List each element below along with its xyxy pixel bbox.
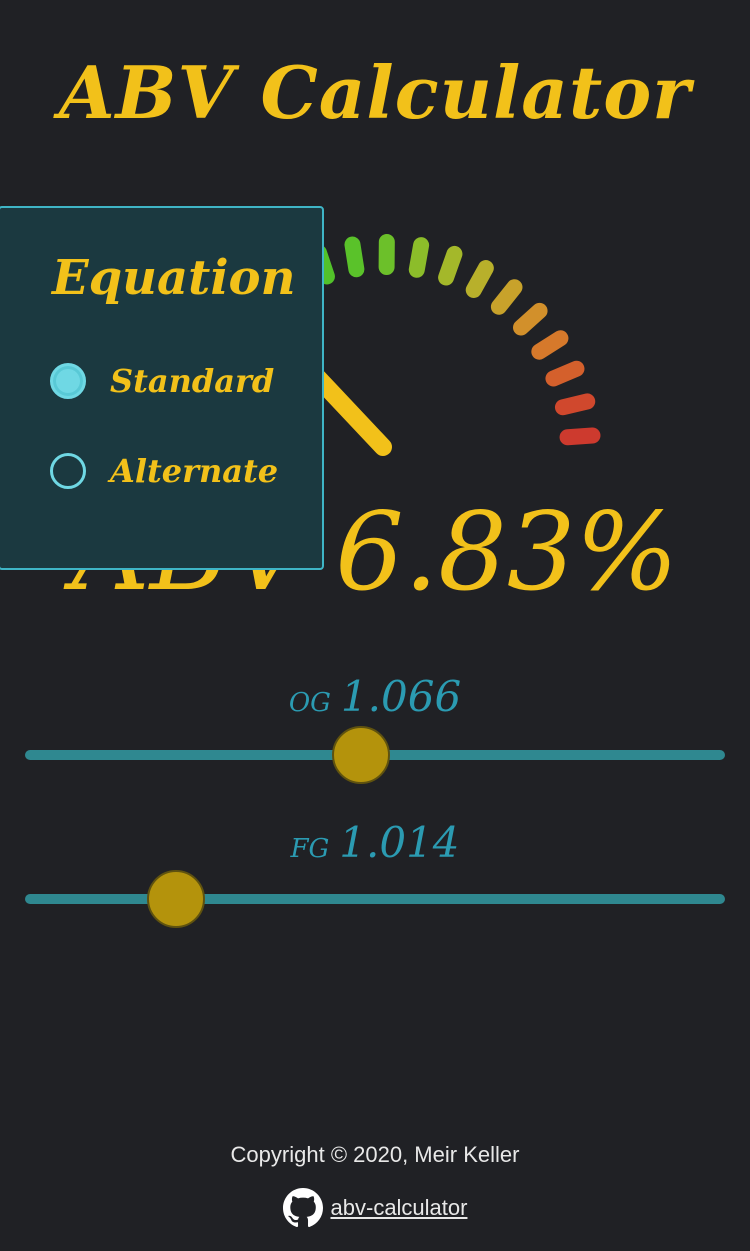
gauge-ticks	[279, 234, 601, 446]
radio-label-alternate: Alternate	[110, 452, 279, 490]
radio-option-alternate[interactable]: Alternate	[50, 452, 278, 490]
fg-value: 1.014	[339, 818, 460, 867]
gauge-tick	[344, 236, 365, 278]
repo-link[interactable]: abv-calculator	[330, 1195, 468, 1220]
radio-alternate-unchecked-icon[interactable]	[50, 453, 86, 489]
gauge-tick	[465, 260, 494, 298]
gauge-tick	[531, 330, 569, 360]
gauge-tick	[554, 393, 596, 416]
fg-slider-track[interactable]	[25, 870, 725, 928]
app-title: ABV Calculator	[58, 50, 692, 135]
fg-label: FG 1.014	[0, 818, 750, 867]
radio-option-standard[interactable]: Standard	[50, 362, 274, 400]
abv-gauge	[279, 234, 601, 456]
radio-label-standard: Standard	[110, 362, 275, 400]
gauge-tick	[408, 237, 430, 278]
og-slider-thumb[interactable]	[332, 726, 390, 784]
abv-value: 6.83%	[335, 490, 679, 615]
gauge-tick	[545, 360, 585, 387]
gauge-needle	[309, 369, 392, 456]
og-label: OG 1.066	[0, 672, 750, 721]
og-value: 1.066	[340, 672, 462, 721]
og-slider-track[interactable]	[25, 726, 725, 784]
og-name: OG	[288, 688, 331, 718]
radio-standard-checked-icon[interactable]	[50, 363, 86, 399]
gauge-tick	[490, 279, 523, 315]
fg-slider-thumb[interactable]	[146, 870, 205, 928]
fg-name: FG	[290, 834, 330, 864]
footer-link-row: abv-calculator	[0, 1188, 750, 1228]
github-icon[interactable]	[282, 1188, 323, 1228]
footer-copyright: Copyright © 2020, Meir Keller	[230, 1142, 520, 1167]
equation-title: Equation	[52, 250, 296, 306]
gauge-tick	[438, 245, 463, 286]
gauge-tick	[559, 427, 601, 446]
gauge-tick	[512, 302, 548, 336]
equation-panel: Equation Standard Alternate	[0, 206, 324, 570]
